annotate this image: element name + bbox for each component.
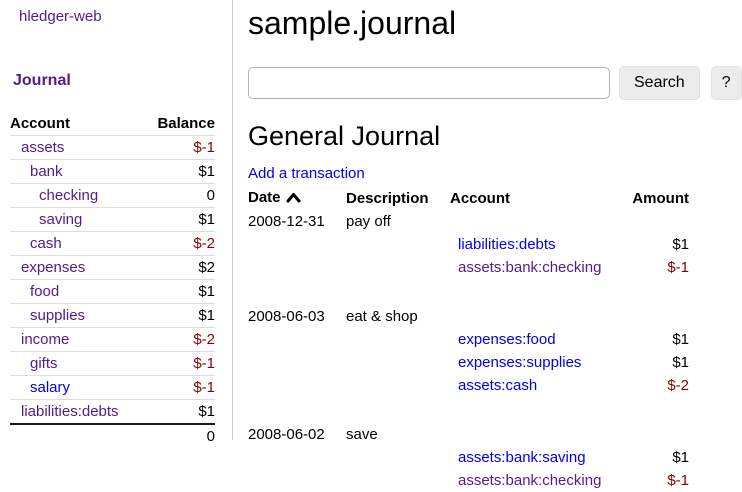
account-balance: $-1 [143, 375, 215, 400]
brand-link[interactable]: hledger-web [19, 8, 102, 25]
sort-ascending-icon [286, 190, 301, 207]
transaction-description: save [346, 426, 378, 444]
account-link[interactable]: food [30, 283, 60, 300]
transaction-spacer [248, 397, 689, 423]
description-column-header: Description [346, 189, 429, 207]
account-balance: $1 [143, 207, 215, 232]
account-balance: $-2 [143, 327, 215, 352]
date-column-header[interactable]: Date [248, 186, 346, 210]
accounts-total-row: 0 [10, 423, 215, 448]
search-button[interactable]: Search [619, 66, 700, 101]
account-link[interactable]: liabilities:debts [21, 403, 119, 420]
posting-account-link[interactable]: expenses:food [458, 331, 556, 349]
account-link[interactable]: income [21, 331, 70, 348]
posting-account-link[interactable]: liabilities:debts [458, 236, 556, 254]
account-link[interactable]: checking [39, 187, 99, 204]
account-row: checking 0 [10, 183, 215, 208]
account-row: cash $-2 [10, 231, 215, 256]
account-balance: $1 [143, 399, 215, 425]
account-row: expenses $2 [10, 255, 215, 280]
main-content: sample.journal Search ? General Journal … [248, 0, 742, 492]
transaction-description: pay off [346, 213, 391, 231]
account-balance: $-1 [143, 351, 215, 376]
account-link[interactable]: expenses [21, 259, 86, 276]
amount-column-header: Amount [632, 189, 689, 207]
transaction-spacer [248, 279, 689, 305]
account-row: assets $-1 [10, 135, 215, 160]
posting-amount: $1 [672, 449, 689, 467]
register-title: General Journal [248, 121, 441, 152]
sidebar: hledger-web Journal Account Balance asse… [0, 0, 233, 448]
posting-account-link[interactable]: assets:cash [458, 377, 538, 395]
sidebar-journal-link[interactable]: Journal [13, 72, 71, 89]
account-row: supplies $1 [10, 303, 215, 328]
account-balance: $1 [143, 159, 215, 184]
search-help-button[interactable]: ? [710, 66, 742, 101]
account-row: income $-2 [10, 327, 215, 352]
accounts-total-value: 0 [10, 423, 215, 448]
account-row: gifts $-1 [10, 351, 215, 376]
account-link[interactable]: saving [39, 211, 83, 228]
posting-amount: $-2 [667, 377, 689, 395]
transaction-description: eat & shop [346, 308, 418, 326]
posting-row: expenses:supplies $1 [248, 351, 689, 374]
account-row: salary $-1 [10, 375, 215, 400]
accounts-table-header: Account Balance [10, 112, 215, 136]
account-link[interactable]: cash [30, 235, 62, 252]
account-balance: $2 [143, 255, 215, 280]
posting-amount: $1 [672, 331, 689, 349]
account-link[interactable]: gifts [30, 355, 58, 372]
transaction-date: 2008-06-03 [248, 308, 325, 326]
transaction-row: 2008-06-03 eat & shop [248, 305, 689, 328]
register-table-header: Date Description Account Amount [248, 186, 689, 210]
transaction-date: 2008-12-31 [248, 213, 325, 231]
account-link[interactable]: salary [30, 379, 71, 396]
posting-row: assets:bank:saving $1 [248, 446, 689, 469]
account-row: liabilities:debts $1 [10, 399, 215, 425]
posting-amount: $1 [672, 354, 689, 372]
account-balance: $-2 [143, 231, 215, 256]
search-input[interactable] [248, 67, 610, 100]
posting-account-link[interactable]: assets:bank:saving [458, 449, 586, 467]
account-link[interactable]: supplies [30, 307, 86, 324]
transaction-row: 2008-06-02 save [248, 423, 689, 446]
transaction-row: 2008-12-31 pay off [248, 210, 689, 233]
posting-row: assets:bank:checking $-1 [248, 256, 689, 279]
account-link[interactable]: assets [21, 139, 65, 156]
posting-account-link[interactable]: assets:bank:checking [458, 259, 602, 277]
posting-account-link[interactable]: expenses:supplies [458, 354, 582, 372]
account-balance: $1 [143, 279, 215, 304]
accounts-table: Account Balance assets $-1 bank $1 checking 0… [10, 112, 215, 448]
page-title: sample.journal [248, 5, 457, 41]
account-balance: 0 [143, 183, 215, 208]
search-form: Search ? [248, 66, 742, 101]
balance-column-header: Balance [143, 112, 215, 136]
posting-amount: $1 [672, 236, 689, 254]
account-column-header: Account [10, 112, 144, 136]
account-row: saving $1 [10, 207, 215, 232]
account-row: bank $1 [10, 159, 215, 184]
posting-row: expenses:food $1 [248, 328, 689, 351]
account-link[interactable]: bank [30, 163, 63, 180]
posting-row: assets:cash $-2 [248, 374, 689, 397]
account-balance: $-1 [143, 135, 215, 160]
register-table: Date Description Account Amount 2008-12-… [248, 186, 689, 492]
posting-row: liabilities:debts $1 [248, 233, 689, 256]
account-balance: $1 [143, 303, 215, 328]
transaction-date: 2008-06-02 [248, 426, 325, 444]
account-column-header: Account [450, 189, 510, 207]
add-transaction-link[interactable]: Add a transaction [248, 165, 365, 183]
posting-amount: $-1 [667, 259, 689, 277]
account-row: food $1 [10, 279, 215, 304]
